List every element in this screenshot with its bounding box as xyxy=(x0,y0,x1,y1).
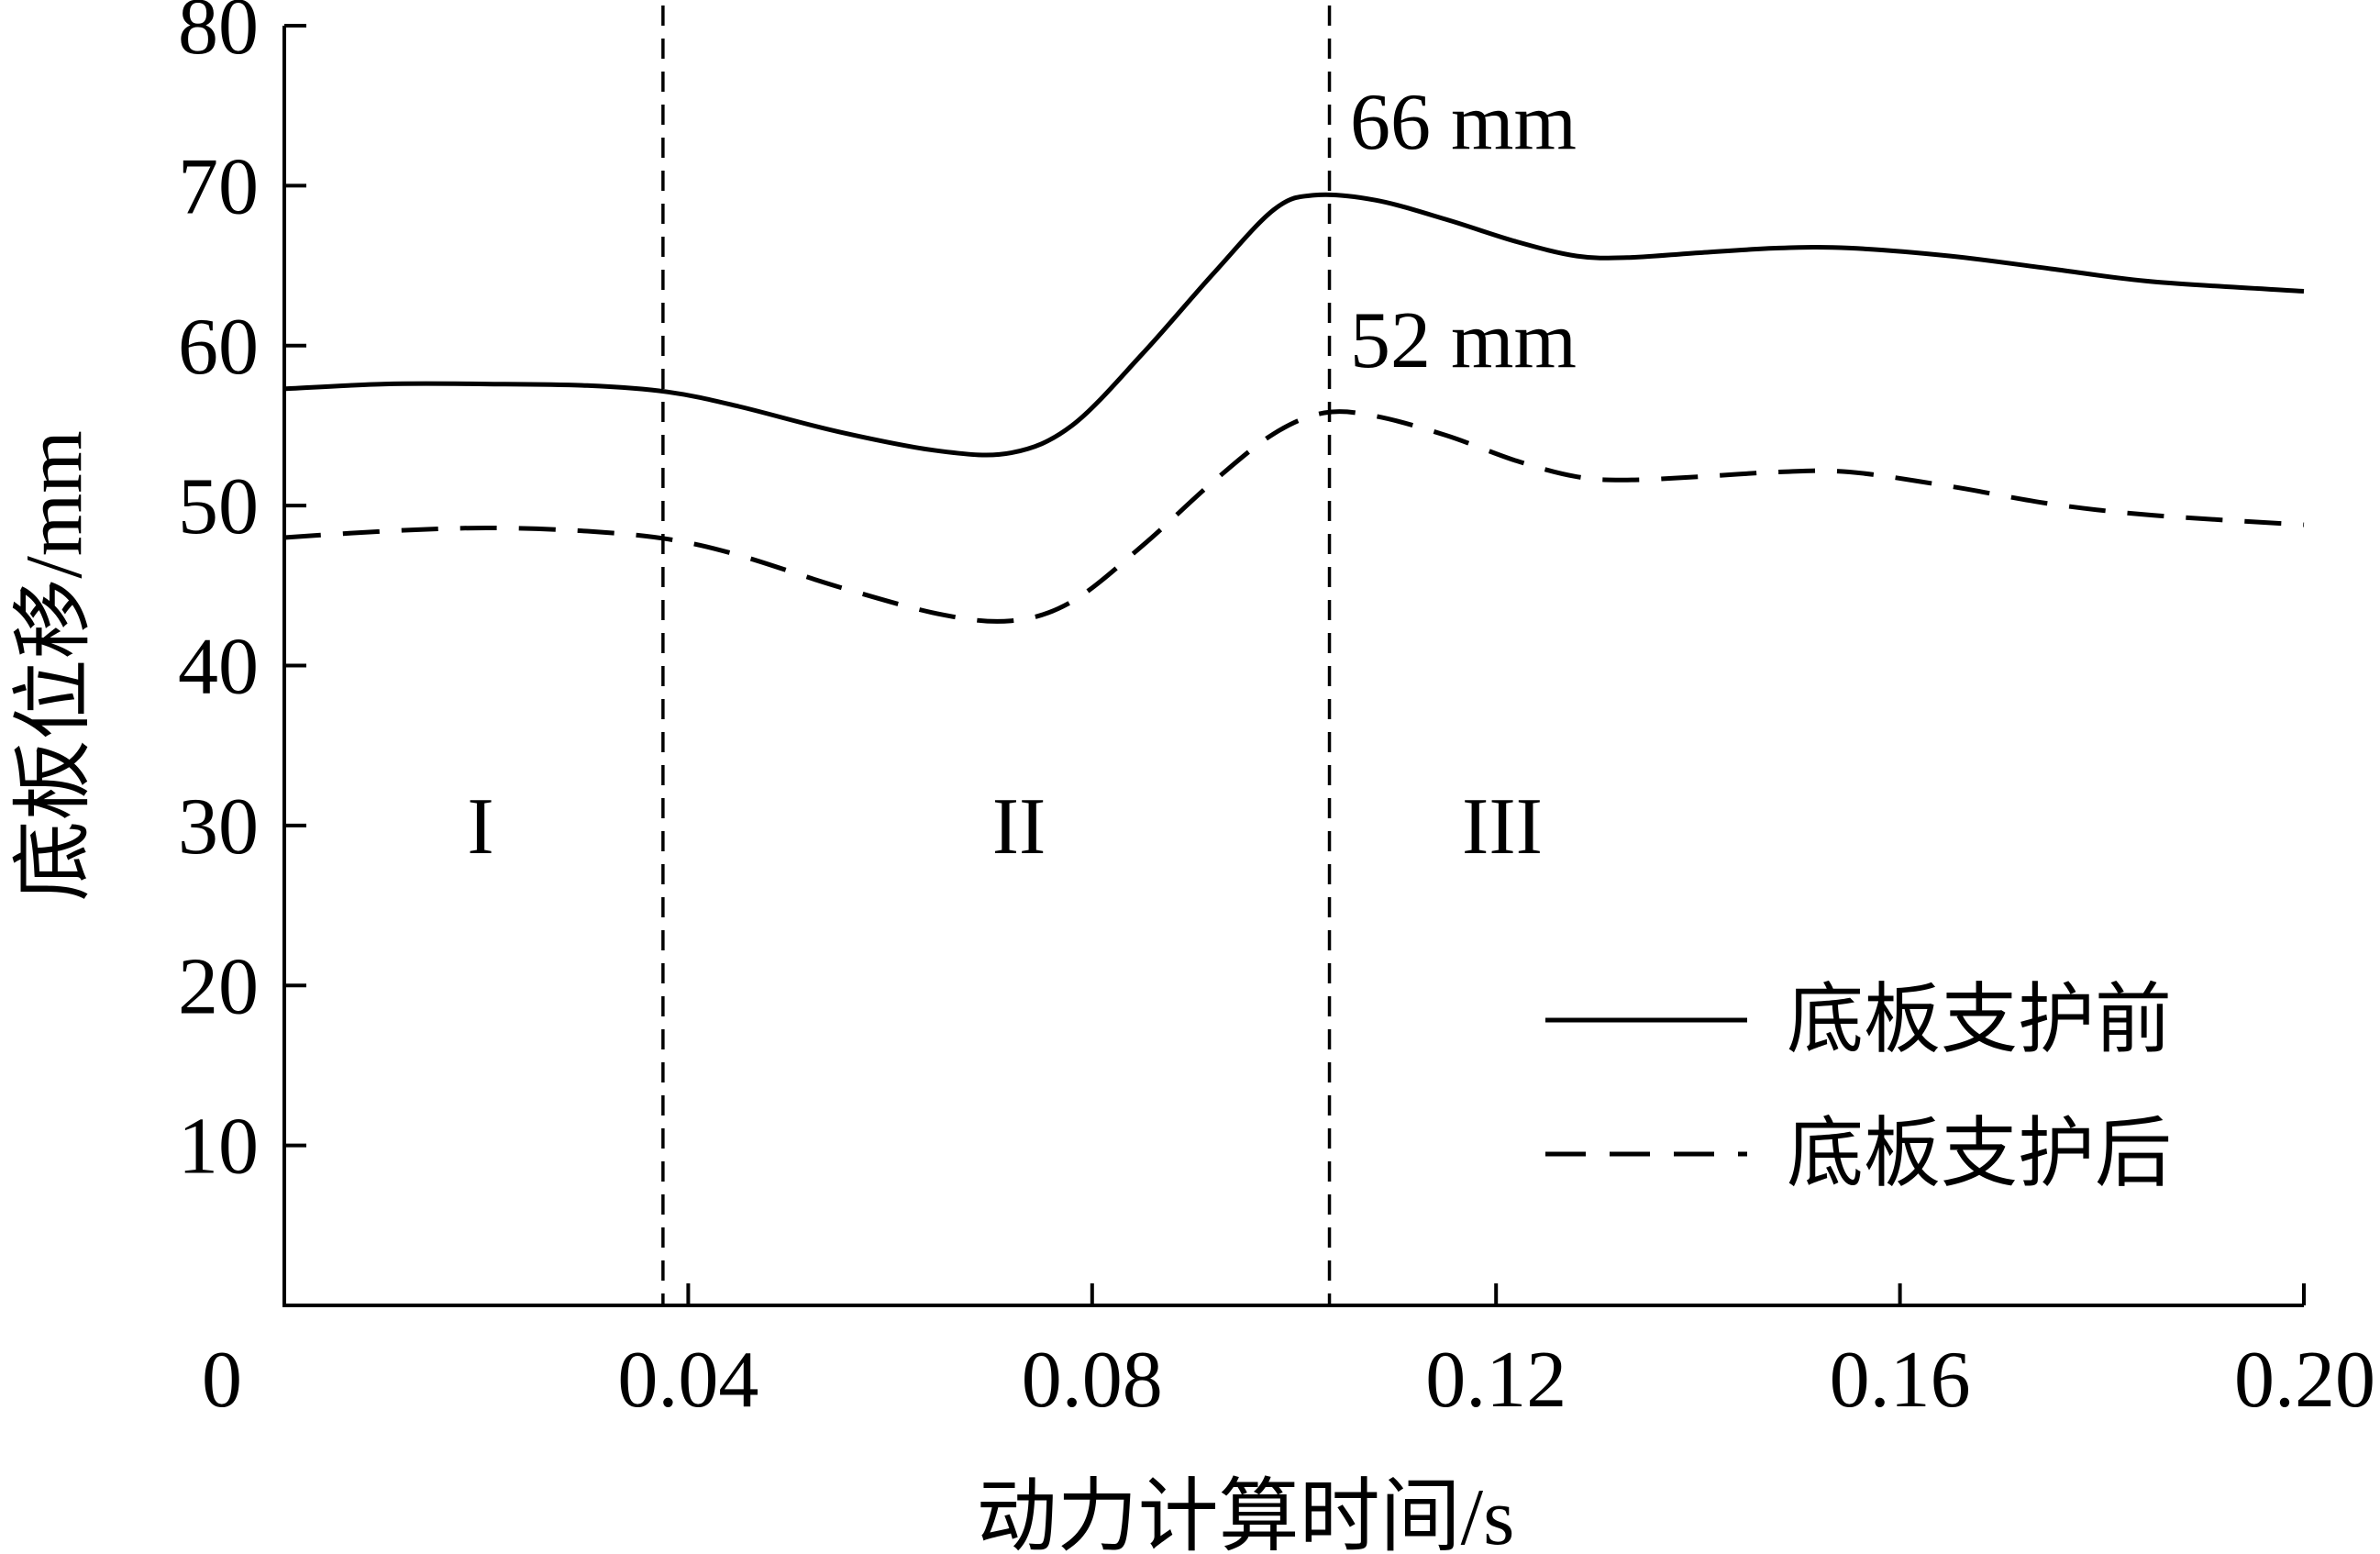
x-tick-label: 0 xyxy=(202,1336,242,1425)
legend: 底板支护前 底板支护后 xyxy=(1545,978,2172,1197)
region-label-2: II xyxy=(992,783,1046,871)
x-tick-label: 0.04 xyxy=(617,1336,758,1425)
x-ticks: 0 0.04 0.08 0.12 0.16 0.20 xyxy=(202,1283,2375,1425)
x-tick-label: 0.12 xyxy=(1425,1336,1566,1425)
x-tick-label: 0.08 xyxy=(1022,1336,1163,1425)
legend-label-after: 底板支护后 xyxy=(1787,1112,2172,1197)
x-tick-label: 0.16 xyxy=(1830,1336,1971,1425)
region-label-1: I xyxy=(467,783,493,871)
x-tick-label: 0.20 xyxy=(2234,1336,2375,1425)
y-tick-label: 60 xyxy=(178,303,259,392)
y-tick-label: 20 xyxy=(178,942,259,1031)
y-axis-title: 底板位移/mm xyxy=(10,430,99,901)
y-tick-label: 70 xyxy=(178,142,259,231)
annotation-peak-after: 52 mm xyxy=(1350,296,1577,385)
series-line-before-support xyxy=(283,192,2305,458)
y-tick-label: 30 xyxy=(178,783,259,871)
y-tick-label: 80 xyxy=(178,0,259,72)
y-tick-label: 40 xyxy=(178,623,259,712)
y-tick-label: 50 xyxy=(178,462,259,551)
annotation-peak-before: 66 mm xyxy=(1350,78,1577,167)
x-axis-title: 动力计算时间/s xyxy=(977,1473,1515,1554)
series-lines xyxy=(283,192,2305,624)
legend-label-before: 底板支护前 xyxy=(1787,978,2172,1063)
region-label-3: III xyxy=(1462,783,1543,871)
y-ticks: 10 20 30 40 50 60 70 80 xyxy=(178,0,306,1192)
series-line-after-support xyxy=(283,409,2305,624)
region-divider-lines xyxy=(661,6,1332,1305)
y-tick-label: 10 xyxy=(178,1103,259,1192)
